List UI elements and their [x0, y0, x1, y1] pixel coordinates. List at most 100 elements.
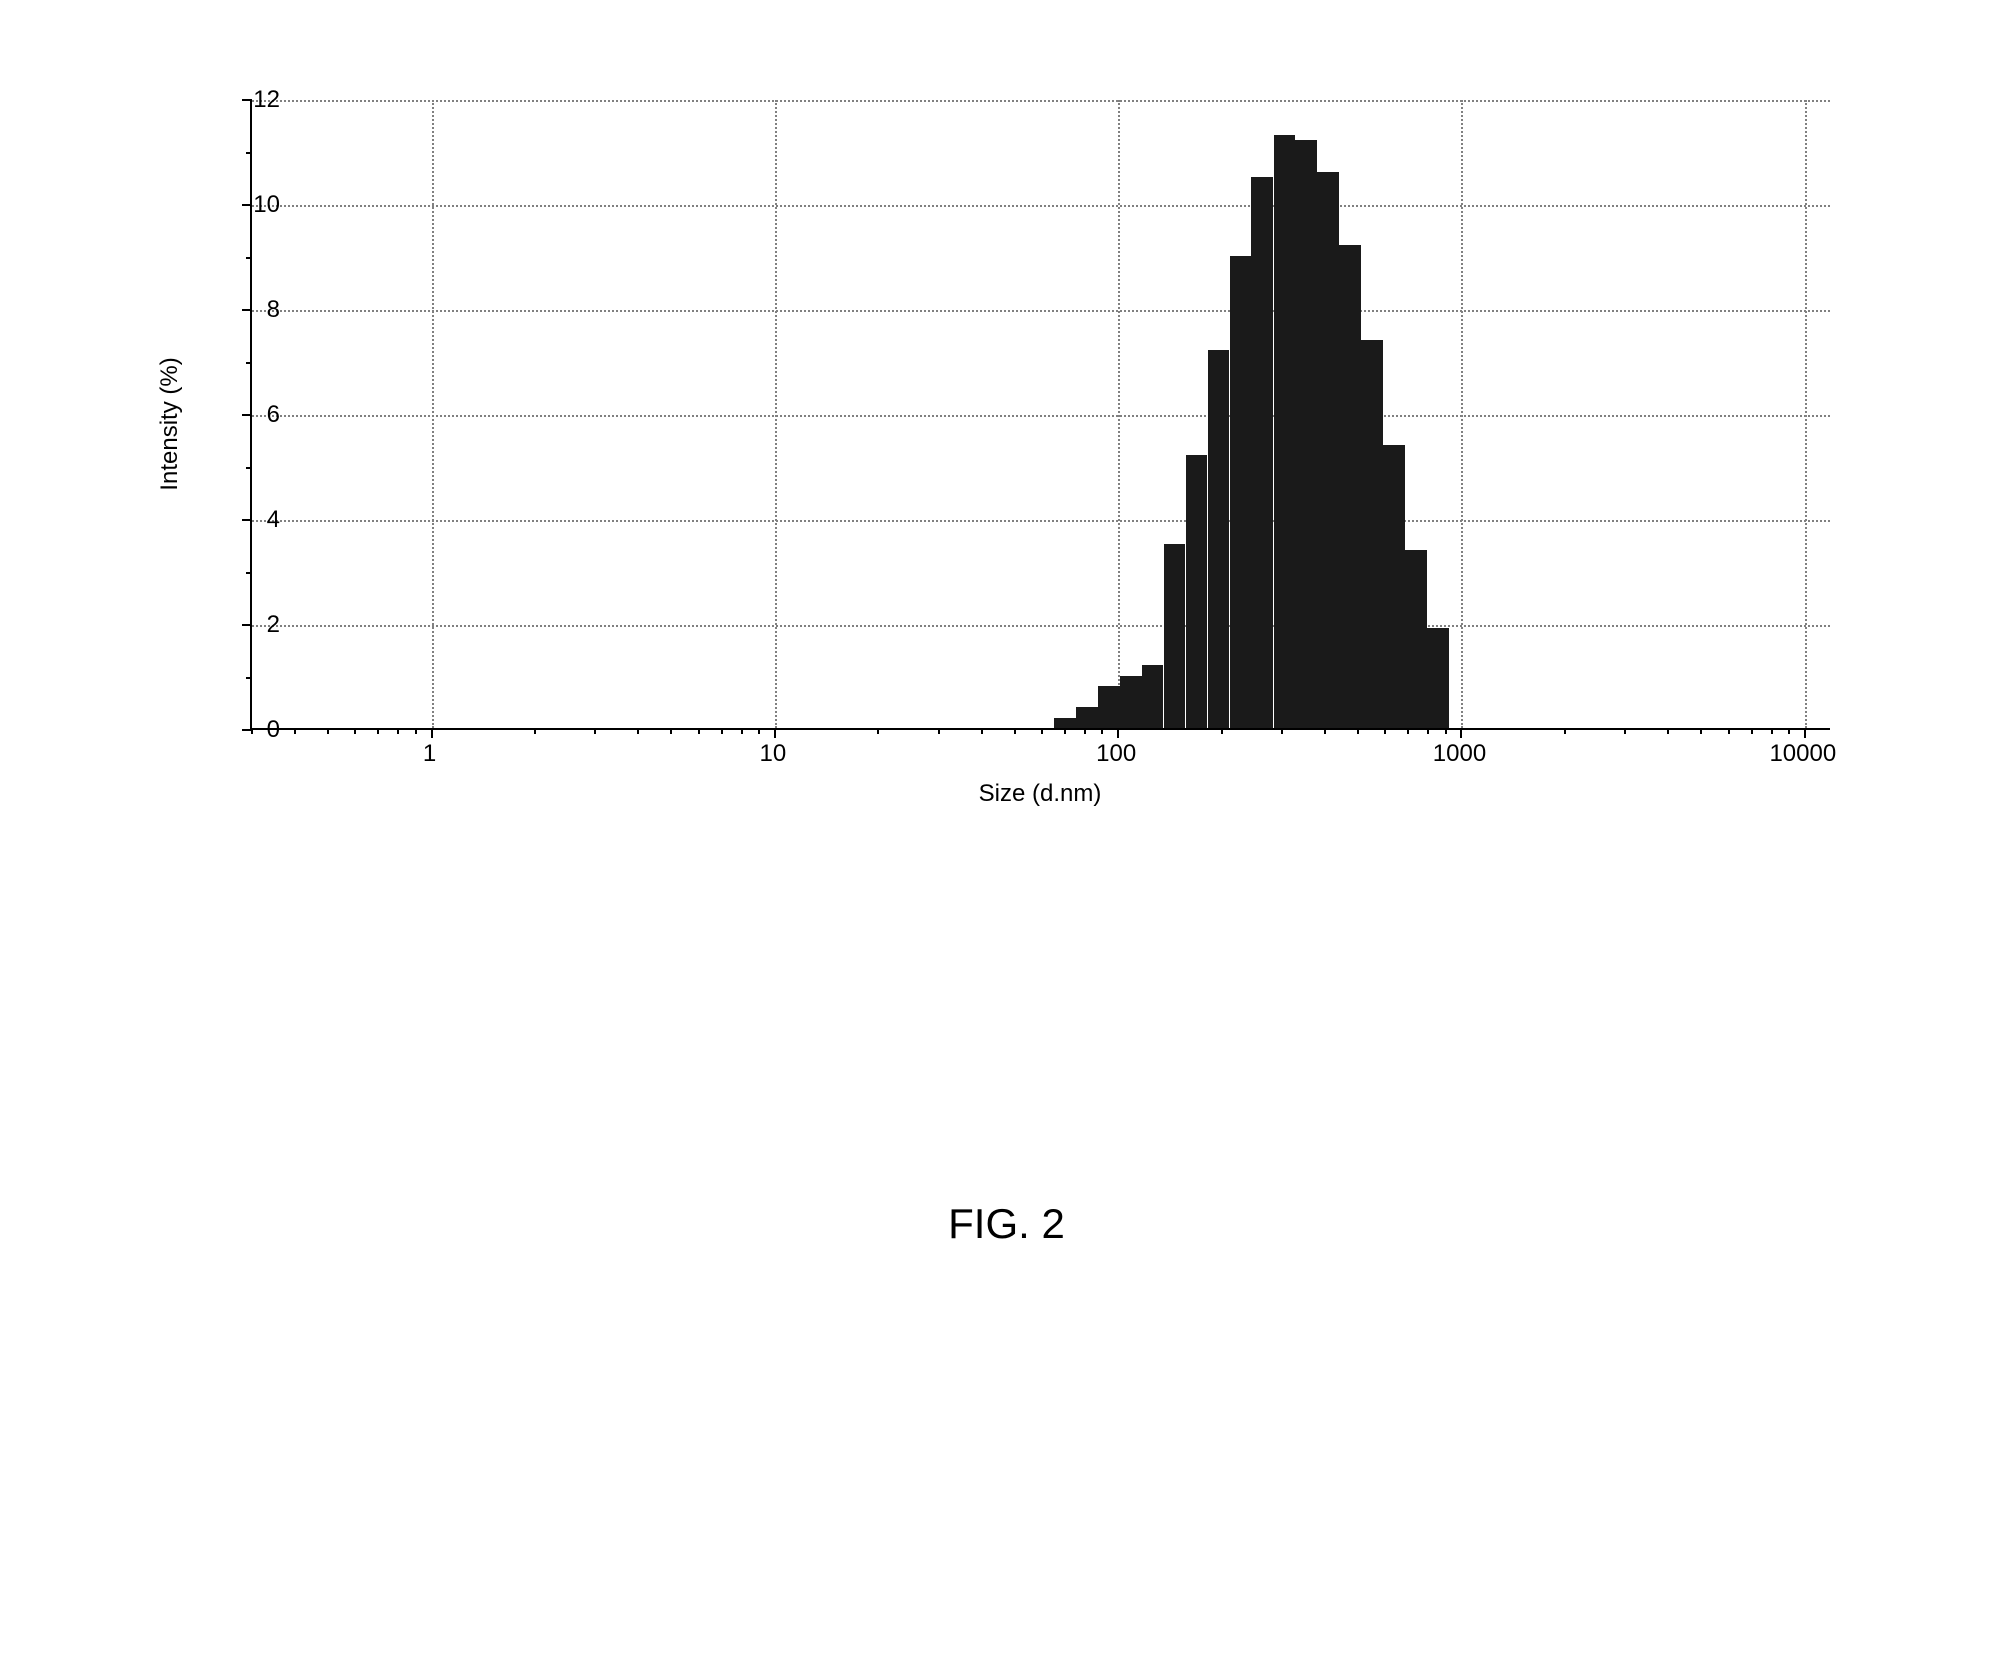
grid-line-h — [252, 310, 1830, 312]
y-tick-label: 6 — [267, 401, 280, 429]
x-tick-minor — [981, 728, 983, 734]
x-tick-minor — [354, 728, 356, 734]
x-tick-minor — [1667, 728, 1669, 734]
x-tick-minor — [758, 728, 760, 734]
x-tick-minor — [1041, 728, 1043, 734]
y-tick-label: 12 — [253, 86, 280, 114]
histogram-bar — [1274, 135, 1296, 728]
x-tick-minor — [698, 728, 700, 734]
x-tick-minor — [1407, 728, 1409, 734]
x-tick-minor — [1084, 728, 1086, 734]
x-tick-minor — [877, 728, 879, 734]
x-tick-minor — [1384, 728, 1386, 734]
grid-line-v — [775, 100, 777, 728]
x-tick-minor — [534, 728, 536, 734]
y-tick — [242, 414, 252, 416]
grid-line-h — [252, 205, 1830, 207]
y-axis-title: Intensity (%) — [156, 357, 184, 490]
dls-histogram-chart: Intensity (%) Size (d.nm) 02468101211010… — [150, 90, 1870, 810]
grid-line-h — [252, 100, 1830, 102]
x-tick-minor — [1427, 728, 1429, 734]
x-tick — [1460, 728, 1462, 738]
x-tick-minor — [721, 728, 723, 734]
histogram-bar — [1054, 718, 1076, 729]
histogram-bar — [1142, 665, 1164, 728]
histogram-bar — [1405, 550, 1427, 729]
x-tick-minor — [938, 728, 940, 734]
x-tick-minor — [1064, 728, 1066, 734]
y-tick-minor — [246, 572, 252, 574]
x-tick-minor — [1324, 728, 1326, 734]
grid-line-h — [252, 625, 1830, 627]
y-tick-label: 8 — [267, 296, 280, 324]
x-tick-minor — [1728, 728, 1730, 734]
x-tick-label: 1 — [423, 740, 436, 768]
x-tick-minor — [1357, 728, 1359, 734]
histogram-bar — [1317, 172, 1339, 729]
y-tick-minor — [246, 677, 252, 679]
x-tick-minor — [1281, 728, 1283, 734]
y-tick-minor — [246, 467, 252, 469]
x-tick-minor — [294, 728, 296, 734]
y-tick-minor — [246, 257, 252, 259]
y-tick-label: 2 — [267, 611, 280, 639]
histogram-bar — [1339, 245, 1361, 728]
x-tick-minor — [1564, 728, 1566, 734]
x-tick-label: 1000 — [1433, 740, 1486, 768]
histogram-bar — [1120, 676, 1142, 729]
x-tick-minor — [1445, 728, 1447, 734]
x-tick-minor — [1700, 728, 1702, 734]
histogram-bar — [1076, 707, 1098, 728]
x-tick-minor — [1771, 728, 1773, 734]
x-tick-minor — [1101, 728, 1103, 734]
y-tick — [242, 519, 252, 521]
x-tick-label: 100 — [1096, 740, 1136, 768]
x-tick-minor — [1014, 728, 1016, 734]
y-tick-minor — [246, 152, 252, 154]
y-tick-label: 10 — [253, 191, 280, 219]
grid-line-v — [1805, 100, 1807, 728]
x-tick — [1804, 728, 1806, 738]
x-tick — [1117, 728, 1119, 738]
x-tick-minor — [415, 728, 417, 734]
grid-line-v — [432, 100, 434, 728]
y-tick — [242, 309, 252, 311]
histogram-bar — [1427, 628, 1449, 728]
histogram-bar — [1295, 140, 1317, 728]
histogram-bar — [1383, 445, 1405, 729]
x-tick-minor — [251, 728, 253, 734]
x-tick-minor — [670, 728, 672, 734]
x-tick-minor — [1788, 728, 1790, 734]
x-tick — [774, 728, 776, 738]
x-axis-title: Size (d.nm) — [250, 780, 1830, 808]
x-tick-minor — [1624, 728, 1626, 734]
grid-line-v — [1461, 100, 1463, 728]
plot-area — [250, 100, 1830, 730]
histogram-bar — [1098, 686, 1120, 728]
histogram-bar — [1230, 256, 1252, 729]
x-tick-minor — [377, 728, 379, 734]
x-tick-minor — [594, 728, 596, 734]
x-tick-minor — [1751, 728, 1753, 734]
histogram-bar — [1208, 350, 1230, 728]
y-tick — [242, 99, 252, 101]
histogram-bar — [1164, 544, 1186, 728]
x-tick-minor — [637, 728, 639, 734]
grid-line-h — [252, 415, 1830, 417]
grid-line-v — [1118, 100, 1120, 728]
x-tick-minor — [327, 728, 329, 734]
histogram-bar — [1186, 455, 1208, 728]
x-tick-label: 10 — [759, 740, 786, 768]
x-tick-label: 10000 — [1769, 740, 1836, 768]
y-tick-label: 0 — [267, 716, 280, 744]
x-tick-minor — [741, 728, 743, 734]
x-tick-minor — [1221, 728, 1223, 734]
y-tick-label: 4 — [267, 506, 280, 534]
histogram-bar — [1251, 177, 1273, 728]
grid-line-h — [252, 520, 1830, 522]
y-tick-minor — [246, 362, 252, 364]
y-tick — [242, 204, 252, 206]
y-tick — [242, 624, 252, 626]
figure-caption: FIG. 2 — [0, 1200, 2013, 1248]
x-tick — [431, 728, 433, 738]
